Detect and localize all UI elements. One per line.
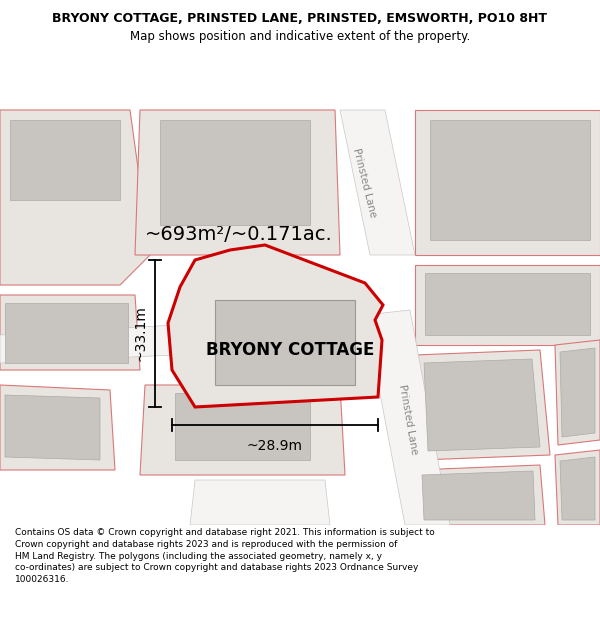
Polygon shape bbox=[140, 385, 345, 475]
Text: ~693m²/~0.171ac.: ~693m²/~0.171ac. bbox=[145, 225, 333, 244]
Text: ~33.1m: ~33.1m bbox=[133, 306, 147, 361]
Polygon shape bbox=[365, 310, 450, 525]
Text: Prinsted Lane: Prinsted Lane bbox=[397, 384, 419, 456]
Text: BRYONY COTTAGE: BRYONY COTTAGE bbox=[206, 341, 374, 359]
Polygon shape bbox=[175, 393, 310, 460]
Polygon shape bbox=[340, 110, 415, 255]
Polygon shape bbox=[560, 457, 595, 520]
Polygon shape bbox=[0, 385, 115, 470]
Polygon shape bbox=[430, 120, 590, 240]
Polygon shape bbox=[160, 120, 310, 225]
Polygon shape bbox=[415, 265, 600, 345]
Polygon shape bbox=[560, 348, 595, 437]
Polygon shape bbox=[0, 110, 150, 285]
Text: Prinsted Lane: Prinsted Lane bbox=[352, 148, 379, 219]
Polygon shape bbox=[422, 471, 535, 520]
Polygon shape bbox=[424, 359, 540, 451]
Polygon shape bbox=[5, 303, 128, 363]
Polygon shape bbox=[415, 465, 545, 525]
Polygon shape bbox=[135, 110, 340, 255]
Text: ~28.9m: ~28.9m bbox=[247, 439, 303, 453]
Polygon shape bbox=[190, 480, 330, 525]
Polygon shape bbox=[168, 245, 383, 407]
Polygon shape bbox=[555, 340, 600, 445]
Polygon shape bbox=[5, 395, 100, 460]
Polygon shape bbox=[0, 295, 140, 370]
Polygon shape bbox=[10, 120, 120, 200]
Text: Contains OS data © Crown copyright and database right 2021. This information is : Contains OS data © Crown copyright and d… bbox=[15, 528, 435, 584]
Polygon shape bbox=[555, 450, 600, 525]
Polygon shape bbox=[425, 273, 590, 335]
Polygon shape bbox=[415, 350, 550, 460]
Text: Map shows position and indicative extent of the property.: Map shows position and indicative extent… bbox=[130, 30, 470, 43]
Polygon shape bbox=[0, 325, 175, 363]
Polygon shape bbox=[415, 110, 600, 255]
Text: BRYONY COTTAGE, PRINSTED LANE, PRINSTED, EMSWORTH, PO10 8HT: BRYONY COTTAGE, PRINSTED LANE, PRINSTED,… bbox=[53, 12, 548, 25]
Polygon shape bbox=[215, 300, 355, 385]
